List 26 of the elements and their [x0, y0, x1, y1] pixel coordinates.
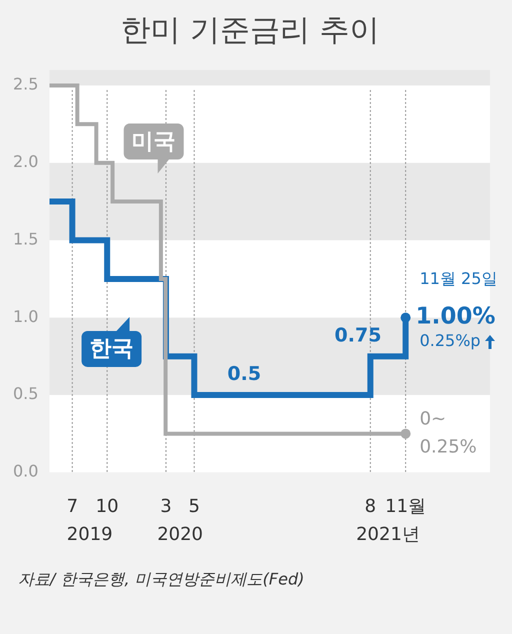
x-tick-label: 3: [160, 496, 172, 517]
y-tick-label: 0.5: [12, 384, 38, 404]
y-tick-label: 1.5: [12, 229, 38, 248]
annotation: 0~: [420, 408, 446, 430]
y-tick-label: 0.0: [12, 462, 38, 481]
x-tick-label: 7: [66, 496, 78, 517]
annotation: 0.25%p: [420, 330, 481, 350]
text: 2020: [157, 524, 204, 546]
x-tick-label: 11월: [385, 496, 426, 517]
annotation: 0.25%: [420, 436, 477, 458]
data-label: 0.5: [227, 362, 262, 385]
text: 2019: [66, 524, 113, 546]
legend-label: 한국: [90, 336, 134, 362]
y-tick-label: 1.0: [12, 306, 38, 326]
data-label: 0.75: [334, 324, 382, 346]
data-label: 1.00%: [416, 304, 496, 330]
series-label: 미국: [132, 129, 176, 154]
chart-title: 한미 기준금리 추이: [120, 12, 380, 48]
x-tick-label: 10: [96, 496, 119, 517]
text: 2021년: [356, 524, 420, 546]
text: 자료/ 한국은행, 미국연방준비제도(Fed): [18, 570, 304, 589]
x-tick-label: 5: [188, 496, 200, 517]
x-tick-label: 8: [364, 496, 376, 517]
y-tick-label: 2.0: [12, 152, 38, 172]
y-tick-label: 2.5: [12, 74, 38, 94]
annotation: 11월 25일: [420, 268, 498, 288]
